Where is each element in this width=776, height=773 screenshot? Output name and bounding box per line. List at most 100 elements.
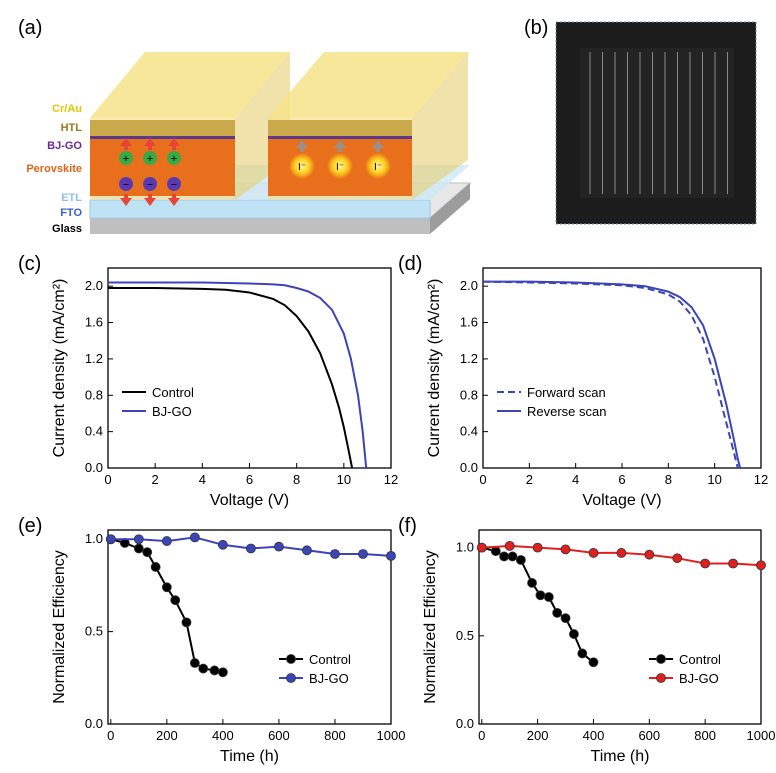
layer-label-glass: Glass <box>52 223 82 235</box>
data-point <box>161 536 172 546</box>
iodide-label: I⁻ <box>336 162 344 173</box>
data-point <box>133 534 144 545</box>
data-point <box>700 558 711 569</box>
module-scribe-lines <box>589 52 728 194</box>
cell-left: + + + − − − <box>90 52 290 206</box>
x-tick-label: 2 <box>526 472 533 487</box>
positive-ions: + + + <box>119 151 181 165</box>
panel-label-e: (e) <box>18 515 42 537</box>
y-tick-label: 1.6 <box>460 315 478 330</box>
cation-sign: + <box>171 153 177 165</box>
down-arrow-icon <box>168 194 180 206</box>
y-tick-label: 0.0 <box>460 460 478 475</box>
down-arrow-icon <box>120 194 132 206</box>
y-tick-label: 0.8 <box>85 387 103 402</box>
y-tick-label: 1.0 <box>456 540 474 555</box>
iodide-icon <box>365 153 391 179</box>
y-axis-label: Normalized Efficiency <box>51 550 68 704</box>
data-point <box>189 658 200 668</box>
data-point <box>133 543 144 554</box>
data-point <box>330 549 340 559</box>
data-point <box>499 551 510 562</box>
data-point <box>198 663 209 674</box>
plot-frame <box>478 529 762 725</box>
x-tick-label: 12 <box>754 472 768 487</box>
panel-d: (d) 0 2 4 6 8 10 12 0.0 0.4 0.8 1.2 1.6 2.0 Voltage (… <box>398 253 768 509</box>
y-tick-label: 0.0 <box>456 716 474 731</box>
cell-right-top <box>268 52 468 118</box>
data-point <box>560 613 571 624</box>
glass-side <box>430 183 470 234</box>
y-tick-label: 1.6 <box>85 315 103 330</box>
htl-left <box>90 120 235 136</box>
legend-label: BJ-GO <box>679 671 719 686</box>
up-arrow-icon <box>144 138 156 150</box>
x-tick-label: 4 <box>199 472 206 487</box>
anion-icon <box>119 177 133 191</box>
data-point <box>560 544 571 555</box>
y-axis-label: Current density (mA/cm²) <box>426 279 443 458</box>
iodide-icon <box>327 153 353 179</box>
data-point <box>189 532 200 543</box>
panel-label-f: (f) <box>398 515 417 537</box>
data-point <box>535 590 546 601</box>
x-tick-label: 400 <box>583 728 605 743</box>
iodide-icon <box>289 153 315 179</box>
data-point <box>728 558 738 569</box>
plot-frame <box>107 267 392 469</box>
x-axis-label: Time (h) <box>591 748 650 765</box>
x-tick-label: 10 <box>337 472 351 487</box>
panel-e: (e) 0 200 400 600 800 1000 0.0 0.5 1.0 Time (h) No… <box>18 515 405 765</box>
x-axis-label: Voltage (V) <box>582 492 661 509</box>
x-tick-label: 1000 <box>377 728 406 743</box>
htl-right <box>268 120 412 136</box>
cation-sign: + <box>147 153 153 165</box>
panel-a: (a) + + + <box>18 17 472 235</box>
cell-right-side <box>412 52 468 200</box>
up-arrow-icon <box>334 140 346 152</box>
x-tick-label: 8 <box>665 472 672 487</box>
legend-label: Forward scan <box>527 385 606 400</box>
panel-label-a: (a) <box>18 17 42 39</box>
x-tick-label: 600 <box>268 728 290 743</box>
data-point <box>644 549 655 560</box>
y-tick-label: 2.0 <box>85 278 103 293</box>
y-tick-label: 0.4 <box>460 424 478 439</box>
negative-ions: − − − <box>119 177 181 191</box>
panel-c: (c) 0 2 4 6 8 10 12 0.0 0.4 0.8 1.2 1.6 2.0 Voltage (… <box>18 253 398 509</box>
data-point <box>302 545 312 556</box>
up-arrow-icon <box>120 138 132 150</box>
x-tick-label: 6 <box>246 472 253 487</box>
data-point <box>577 648 588 659</box>
x-tick-label: 0 <box>479 472 486 487</box>
series-line-control <box>481 546 595 664</box>
data-point <box>161 582 172 593</box>
legend-label: Reverse scan <box>527 404 606 419</box>
data-point <box>386 550 396 561</box>
data-point <box>181 617 192 628</box>
data-point <box>588 657 599 668</box>
x-tick-label: 2 <box>152 472 159 487</box>
bjgo-right <box>268 136 412 139</box>
legend-marker <box>286 654 296 664</box>
layer-label-fto: FTO <box>60 207 82 219</box>
data-point <box>588 548 599 558</box>
plot-frame <box>107 529 392 725</box>
data-point <box>142 547 153 558</box>
series-line-reverse-scan <box>483 280 742 469</box>
x-tick-label: 6 <box>618 472 625 487</box>
cation-icon <box>119 151 133 165</box>
x-tick-label: 800 <box>694 728 716 743</box>
data-point <box>490 546 501 557</box>
x-tick-label: 0 <box>104 472 111 487</box>
x-tick-label: 12 <box>384 472 398 487</box>
x-tick-label: 4 <box>572 472 579 487</box>
x-tick-label: 800 <box>324 728 346 743</box>
data-point <box>543 592 554 602</box>
legend-label: BJ-GO <box>152 404 192 419</box>
x-tick-label: 600 <box>638 728 660 743</box>
data-point <box>616 548 627 558</box>
up-arrow-icon <box>372 140 384 152</box>
data-point <box>552 607 563 618</box>
